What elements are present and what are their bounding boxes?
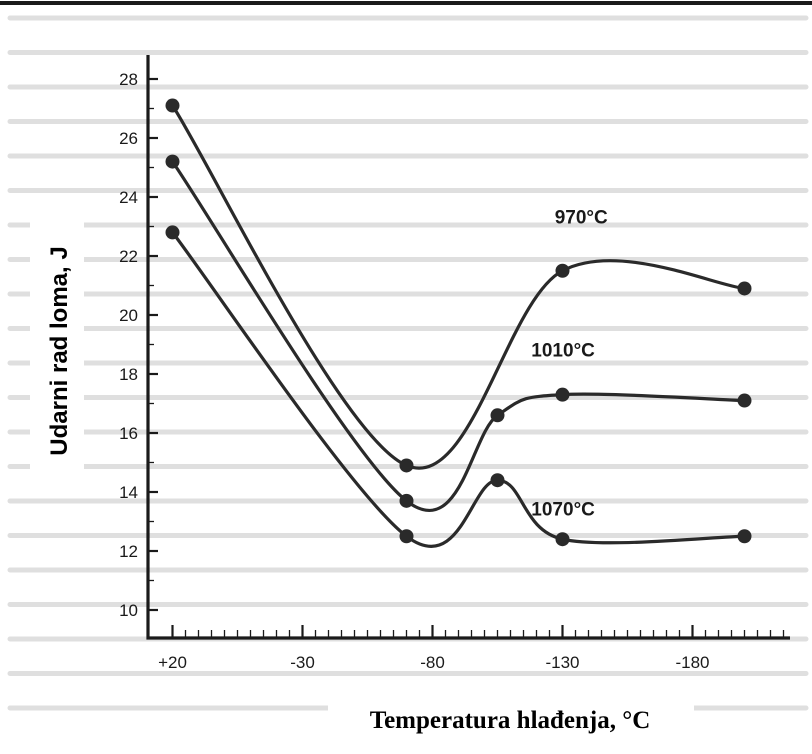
- data-point: [737, 281, 752, 296]
- data-point: [490, 408, 505, 423]
- y-axis-label-box: Udarni rad loma, J: [30, 210, 84, 492]
- series-line: [171, 231, 745, 548]
- x-tick-label: -80: [420, 653, 445, 672]
- series-line: [171, 104, 745, 470]
- series-label: 1070°C: [531, 500, 595, 521]
- y-tick-label: 16: [119, 424, 138, 443]
- y-tick-label: 12: [119, 542, 138, 561]
- x-tick-label: -30: [290, 653, 315, 672]
- y-tick-label: 20: [119, 306, 138, 325]
- y-tick-label: 28: [119, 70, 138, 89]
- data-points: [165, 98, 752, 547]
- series-label: 970°C: [555, 208, 608, 229]
- series-label: 1010°C: [531, 340, 595, 361]
- data-point: [737, 393, 752, 408]
- x-tick-label: -130: [545, 653, 579, 672]
- data-point: [737, 529, 752, 544]
- x-axis-label: Temperatura hlađenja, °C: [370, 707, 651, 734]
- data-point: [399, 458, 414, 473]
- data-point: [490, 473, 505, 488]
- data-point: [165, 98, 180, 113]
- y-tick-label: 24: [119, 188, 138, 207]
- data-point: [399, 529, 414, 544]
- x-tick-label: +20: [158, 653, 187, 672]
- y-tick-label: 14: [119, 483, 138, 502]
- axes: [146, 55, 790, 640]
- data-point: [555, 532, 570, 547]
- x-tick-label: -180: [675, 653, 709, 672]
- x-axis-label-box: Temperatura hlađenja, °C: [328, 696, 694, 738]
- data-point: [555, 387, 570, 402]
- series-line: [171, 160, 745, 512]
- y-axis-label: Udarni rad loma, J: [46, 246, 73, 455]
- series-lines: [171, 104, 745, 548]
- y-tick-label: 10: [119, 601, 138, 620]
- data-point: [165, 225, 180, 240]
- data-point: [399, 493, 414, 508]
- series-labels: 970°C 1010°C 1070°C: [531, 208, 608, 521]
- data-point: [165, 154, 180, 169]
- y-tick-label: 26: [119, 129, 138, 148]
- ticks: 10 12 14 16 18 20 22 24 26 28 +20 -30 -80 -130 -180: [119, 70, 785, 672]
- data-point: [555, 263, 570, 278]
- y-tick-label: 22: [119, 247, 138, 266]
- y-tick-label: 18: [119, 365, 138, 384]
